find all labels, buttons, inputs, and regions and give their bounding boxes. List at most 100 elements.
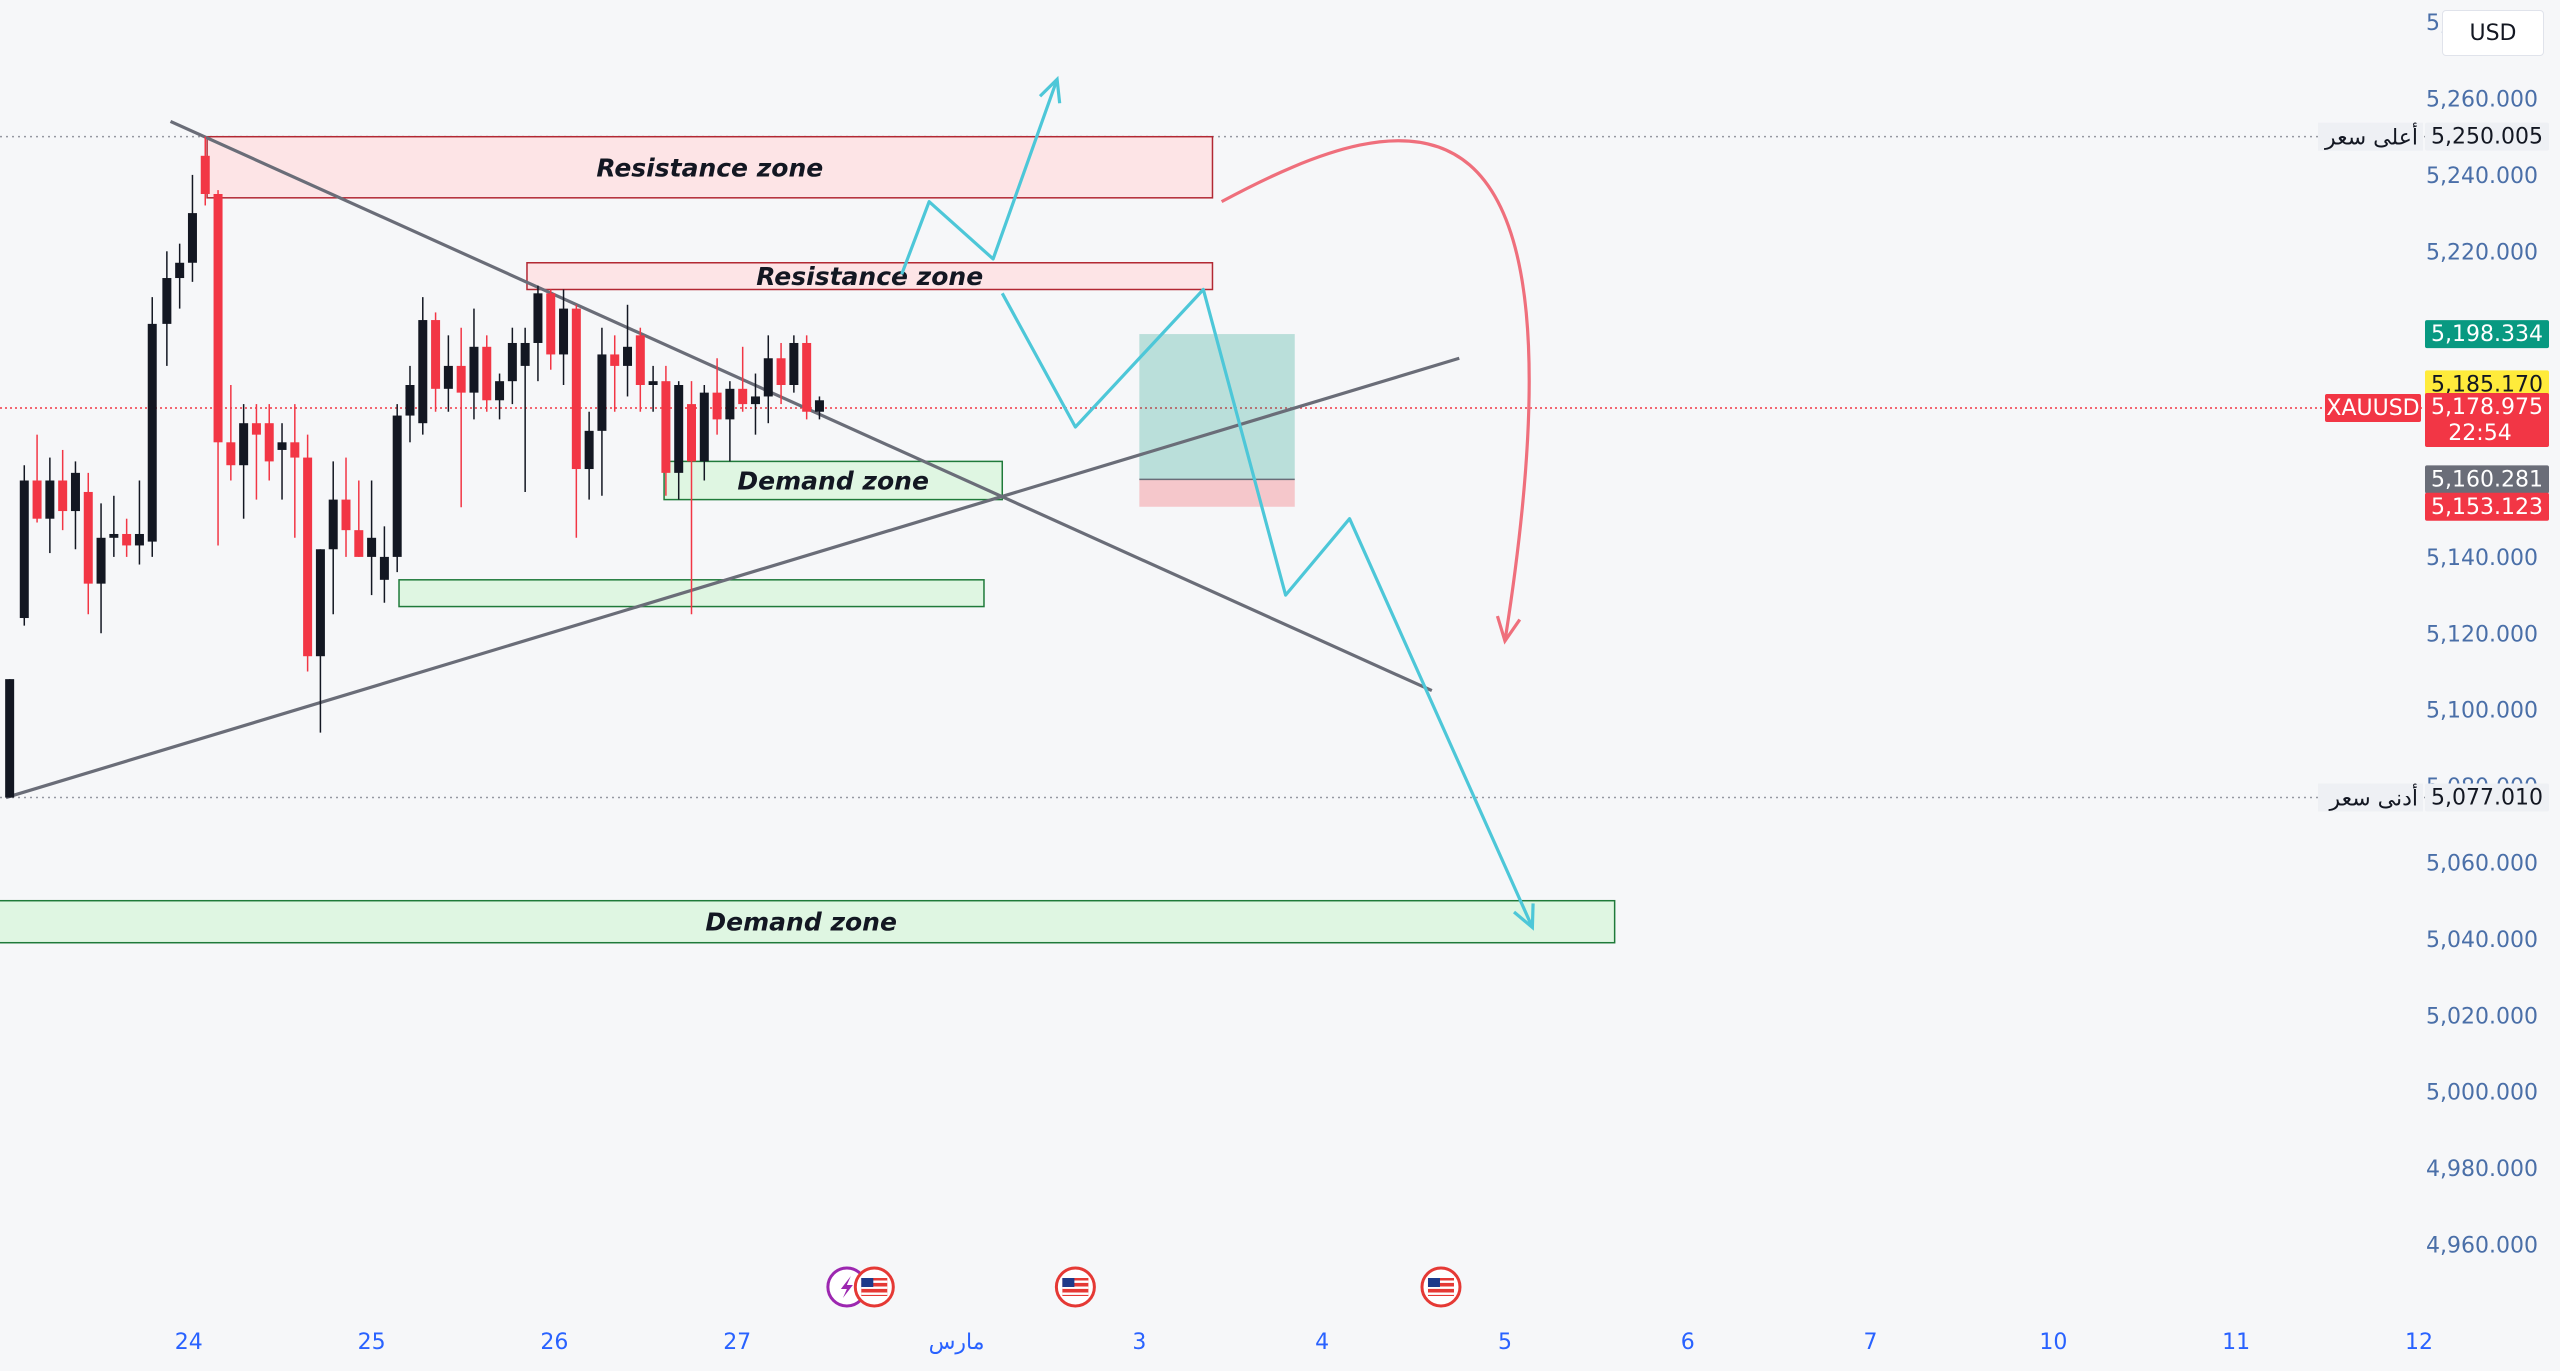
demand-zone-3[interactable] xyxy=(663,460,1004,501)
candle[interactable] xyxy=(187,174,197,282)
candle[interactable] xyxy=(520,327,530,492)
candle[interactable] xyxy=(303,434,313,672)
candle[interactable] xyxy=(699,385,709,481)
candle[interactable] xyxy=(418,297,428,435)
demand-zone-label-5: Demand zone xyxy=(705,908,897,937)
price-axis-label: 5,040.000 xyxy=(2426,928,2538,953)
candle[interactable] xyxy=(264,404,274,481)
candle[interactable] xyxy=(96,503,106,634)
candle[interactable] xyxy=(674,381,684,500)
candle[interactable] xyxy=(45,457,55,554)
candle[interactable] xyxy=(431,312,441,412)
candle[interactable] xyxy=(70,461,80,550)
candle-body xyxy=(45,480,55,519)
candle[interactable] xyxy=(443,335,453,412)
candle[interactable] xyxy=(763,335,773,424)
demand-zone-5[interactable] xyxy=(0,899,1616,944)
candle[interactable] xyxy=(147,297,157,557)
candle[interactable] xyxy=(610,335,620,412)
candle[interactable] xyxy=(341,457,351,557)
projected-path-up[interactable] xyxy=(900,78,1059,275)
candle[interactable] xyxy=(290,404,300,538)
candle-body xyxy=(738,388,748,405)
candle[interactable] xyxy=(559,289,569,386)
resistance-zone-2[interactable] xyxy=(526,262,1214,291)
candle[interactable] xyxy=(175,243,185,309)
candle[interactable] xyxy=(392,404,402,573)
candle[interactable] xyxy=(789,335,799,393)
candle[interactable] xyxy=(802,335,812,420)
price-axis-label: 5,240.000 xyxy=(2426,164,2538,189)
candle[interactable] xyxy=(200,136,210,206)
time-axis-label: 25 xyxy=(358,1330,386,1355)
candle[interactable] xyxy=(533,285,543,382)
candle[interactable] xyxy=(109,495,119,557)
profit-target-box[interactable] xyxy=(1139,334,1295,480)
candle-body xyxy=(635,335,645,385)
stop-loss-box[interactable] xyxy=(1139,479,1295,507)
candle[interactable] xyxy=(725,381,735,462)
candle[interactable] xyxy=(213,190,223,546)
high-label-box xyxy=(2318,122,2423,151)
us-flag-event-icon[interactable] xyxy=(853,1266,895,1308)
candle[interactable] xyxy=(687,381,696,615)
candle-body xyxy=(251,423,261,435)
candle-body xyxy=(290,442,300,458)
candle-body xyxy=(315,549,325,657)
candle[interactable] xyxy=(456,327,466,508)
us-flag-event-icon[interactable] xyxy=(1054,1266,1096,1308)
candle[interactable] xyxy=(750,373,760,435)
candle[interactable] xyxy=(277,423,287,500)
trendline-2[interactable] xyxy=(5,356,1460,800)
candle[interactable] xyxy=(239,404,249,519)
candle[interactable] xyxy=(597,327,607,496)
candle[interactable] xyxy=(19,465,29,626)
price-axis-label: 5,140.000 xyxy=(2426,546,2538,571)
demand-zone-label-3: Demand zone xyxy=(737,467,929,496)
candle[interactable] xyxy=(367,480,377,596)
candle[interactable] xyxy=(648,365,658,412)
candle[interactable] xyxy=(712,358,722,435)
candle[interactable] xyxy=(379,526,389,603)
candle[interactable] xyxy=(122,518,132,557)
candle[interactable] xyxy=(495,373,505,420)
candle[interactable] xyxy=(635,327,645,412)
candle[interactable] xyxy=(251,404,261,500)
candle-body xyxy=(162,278,172,324)
candle[interactable] xyxy=(32,434,42,523)
us-flag-event-icon[interactable] xyxy=(1420,1266,1462,1308)
candle[interactable] xyxy=(328,461,338,615)
candle[interactable] xyxy=(315,549,325,733)
projected-path-down[interactable] xyxy=(1000,287,1534,929)
candle[interactable] xyxy=(134,480,144,565)
candle-body xyxy=(763,358,773,397)
candle[interactable] xyxy=(162,251,172,366)
candle[interactable] xyxy=(571,304,581,538)
candle[interactable] xyxy=(776,342,786,405)
candle[interactable] xyxy=(623,304,633,397)
candle[interactable] xyxy=(226,385,236,481)
candle[interactable] xyxy=(507,327,517,405)
candle[interactable] xyxy=(5,679,15,798)
candle[interactable] xyxy=(738,346,748,412)
candle[interactable] xyxy=(546,289,556,370)
candle[interactable] xyxy=(814,396,824,420)
trendline-1[interactable] xyxy=(169,119,1433,693)
candle-body xyxy=(341,499,351,531)
candle[interactable] xyxy=(482,335,492,412)
currency-selector[interactable]: USD xyxy=(2442,10,2544,56)
projected-curve-reversal[interactable] xyxy=(1220,139,1531,642)
price-badge-label-6: 5,153.123 xyxy=(2431,495,2543,520)
symbol-label: XAUUSD xyxy=(2326,396,2419,421)
candle[interactable] xyxy=(469,308,479,420)
candle[interactable] xyxy=(405,365,415,443)
resistance-zone-1[interactable] xyxy=(206,135,1214,199)
candle[interactable] xyxy=(58,449,68,531)
candle[interactable] xyxy=(661,365,671,496)
countdown-timer: 22:54 xyxy=(2448,421,2511,446)
candle[interactable] xyxy=(584,411,594,500)
candle[interactable] xyxy=(83,472,93,615)
candle[interactable] xyxy=(354,480,364,557)
